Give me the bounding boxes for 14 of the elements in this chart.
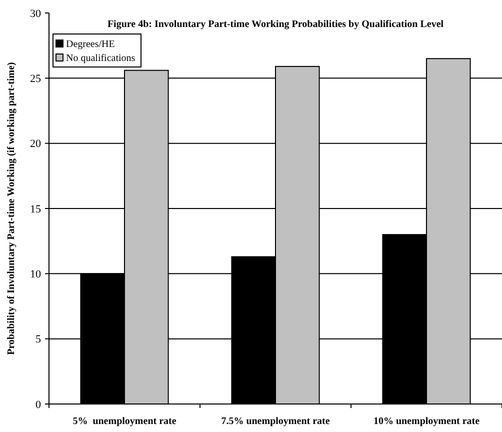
- y-tick-label: 10: [30, 268, 42, 281]
- y-tick-label: 0: [36, 398, 42, 411]
- y-tick-label: 30: [30, 8, 42, 20]
- x-tick-label: 10% unemployment rate: [373, 416, 480, 427]
- y-tick-label: 15: [30, 203, 42, 216]
- legend-label: No qualifications: [66, 53, 136, 64]
- y-tick-label: 25: [30, 73, 42, 86]
- legend-label: Degrees/HE: [66, 39, 115, 50]
- y-tick-label: 5: [36, 334, 42, 346]
- text: Figure 4b: Involuntary Part-time Working Probabilities by Qualification Level: [107, 19, 444, 30]
- x-tick-label: 5% unemployment rate: [72, 416, 177, 427]
- y-tick-label: 20: [30, 138, 42, 150]
- y-axis-title: Probability of Involuntary Part-time Working (if working part-time): [6, 62, 17, 355]
- x-tick-label: 7.5% unemployment rate: [221, 416, 330, 427]
